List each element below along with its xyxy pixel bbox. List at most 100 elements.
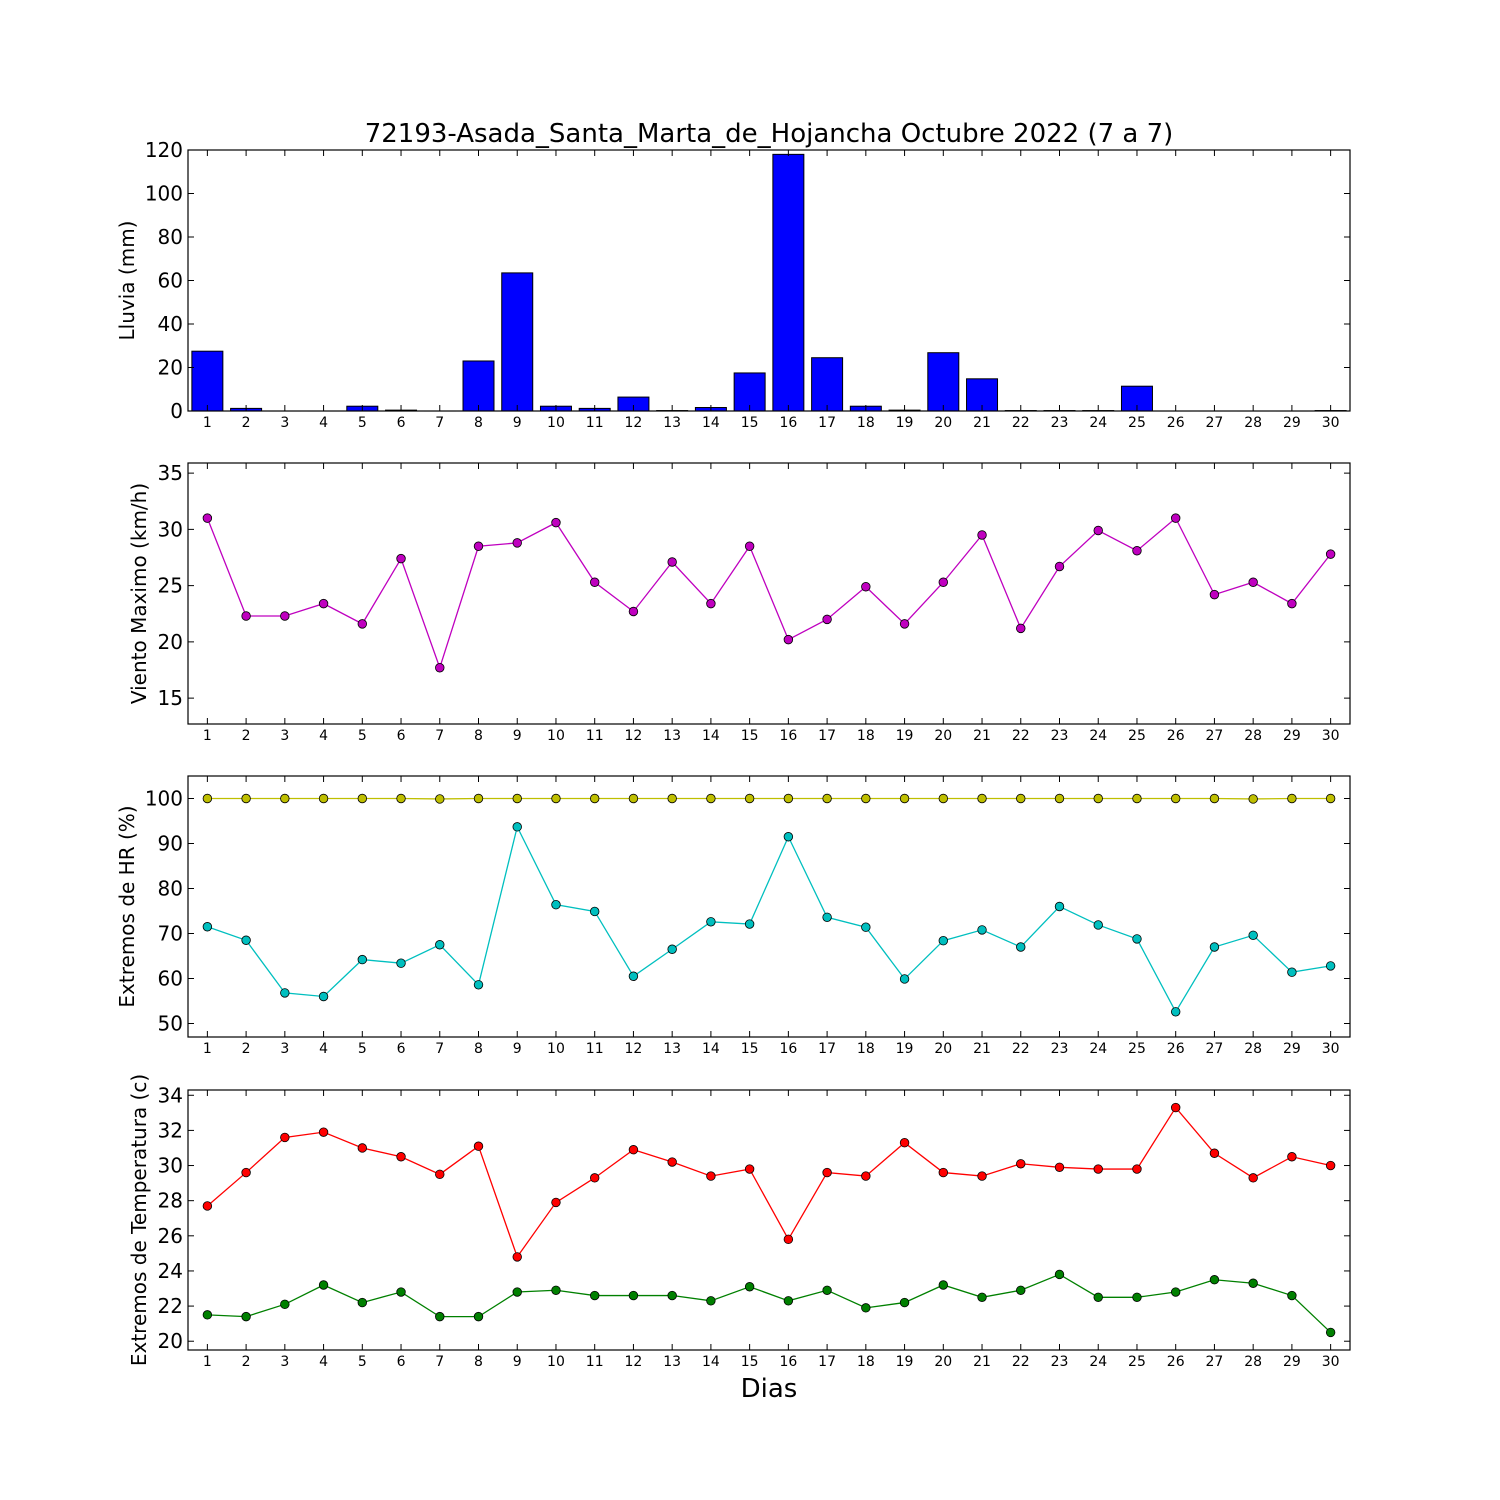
x-tick-label: 4	[319, 728, 328, 744]
x-tick-label: 10	[547, 1354, 565, 1370]
data-point	[396, 553, 406, 564]
data-point	[512, 538, 522, 548]
data-point	[435, 940, 445, 950]
data-point	[357, 1297, 368, 1308]
x-tick-label: 18	[857, 415, 875, 431]
x-tick-label: 23	[1051, 415, 1069, 431]
x-tick-label: 15	[741, 728, 759, 744]
x-tick-label: 18	[857, 1041, 875, 1057]
x-tick-label: 24	[1089, 728, 1107, 744]
data-point	[977, 530, 987, 540]
data-point	[202, 513, 213, 523]
data-point	[1170, 1287, 1181, 1297]
y-axis-label: Extremos de Temperatura (c)	[127, 1074, 151, 1366]
data-point	[512, 793, 522, 804]
y-tick-label: 40	[158, 312, 183, 336]
chart-title: 72193-Asada_Santa_Marta_de_Hojancha Octu…	[365, 119, 1174, 149]
data-point	[899, 974, 910, 984]
x-tick-label: 6	[397, 1354, 406, 1370]
data-point	[744, 1164, 755, 1174]
data-point	[590, 1290, 600, 1301]
data-point	[551, 1285, 561, 1295]
data-point	[473, 980, 484, 990]
data-point	[861, 922, 871, 932]
data-point	[783, 832, 794, 842]
data-point	[899, 619, 910, 629]
y-tick-label: 80	[158, 225, 183, 249]
x-tick-label: 13	[663, 415, 681, 431]
data-point	[202, 922, 213, 932]
data-point	[551, 900, 561, 910]
data-point	[1054, 1162, 1065, 1173]
data-point	[861, 793, 871, 804]
x-tick-label: 28	[1244, 728, 1262, 744]
data-point	[396, 793, 406, 804]
data-point	[938, 577, 949, 587]
x-tick-label: 5	[358, 1041, 367, 1057]
data-point	[512, 1252, 522, 1262]
x-tick-label: 17	[818, 1354, 836, 1370]
data-point	[706, 1296, 716, 1306]
x-tick-label: 9	[513, 1354, 522, 1370]
data-point	[1132, 793, 1142, 804]
x-tick-label: 2	[242, 1354, 251, 1370]
x-tick-label: 17	[818, 415, 836, 431]
x-tick-label: 16	[779, 728, 797, 744]
data-point	[744, 919, 755, 929]
data-point	[1093, 525, 1103, 536]
data-point	[241, 793, 251, 804]
data-point	[1248, 794, 1258, 804]
x-tick-label: 22	[1012, 728, 1030, 744]
x-tick-label: 16	[779, 415, 797, 431]
x-tick-label: 18	[857, 728, 875, 744]
x-tick-label: 16	[779, 1354, 797, 1370]
data-point	[667, 1290, 677, 1301]
x-tick-label: 12	[625, 415, 643, 431]
x-tick-label: 21	[973, 1354, 991, 1370]
bar	[927, 352, 960, 412]
data-point	[241, 1167, 251, 1178]
x-tick-label: 14	[702, 415, 720, 431]
data-point	[628, 606, 639, 617]
x-tick-label: 27	[1206, 728, 1224, 744]
bar	[501, 272, 534, 412]
data-point	[822, 912, 832, 923]
y-tick-label: 80	[158, 877, 183, 901]
data-point	[667, 944, 677, 954]
data-point	[938, 1167, 949, 1178]
x-tick-label: 2	[242, 415, 251, 431]
y-tick-label: 15	[158, 686, 183, 710]
data-point	[744, 541, 755, 551]
data-point	[1016, 623, 1026, 634]
data-point	[1209, 589, 1220, 600]
y-tick-label: 20	[158, 1329, 183, 1353]
data-point	[1054, 1269, 1065, 1280]
x-tick-label: 3	[280, 1354, 289, 1370]
x-tick-label: 20	[934, 1041, 952, 1057]
x-tick-label: 12	[625, 1354, 643, 1370]
data-point	[396, 1287, 406, 1297]
x-tick-label: 14	[702, 728, 720, 744]
data-point	[512, 1287, 522, 1297]
x-tick-label: 21	[973, 1041, 991, 1057]
data-point	[1325, 1160, 1336, 1171]
data-point	[706, 917, 716, 927]
y-axis-label: Lluvia (mm)	[115, 221, 139, 341]
data-point	[1209, 793, 1220, 804]
x-tick-label: 1	[203, 728, 212, 744]
x-tick-label: 26	[1167, 728, 1185, 744]
axes-frame	[187, 775, 1351, 1038]
data-point	[744, 1282, 755, 1292]
x-tick-label: 20	[934, 1354, 952, 1370]
data-point	[202, 1201, 213, 1211]
data-point	[357, 793, 368, 804]
x-tick-label: 23	[1051, 728, 1069, 744]
x-tick-label: 9	[513, 1041, 522, 1057]
data-point	[318, 793, 329, 804]
data-point	[1248, 1173, 1258, 1183]
data-point	[1016, 793, 1026, 804]
y-tick-label: 30	[158, 517, 183, 541]
x-tick-label: 22	[1012, 1354, 1030, 1370]
data-point	[1209, 1148, 1220, 1158]
